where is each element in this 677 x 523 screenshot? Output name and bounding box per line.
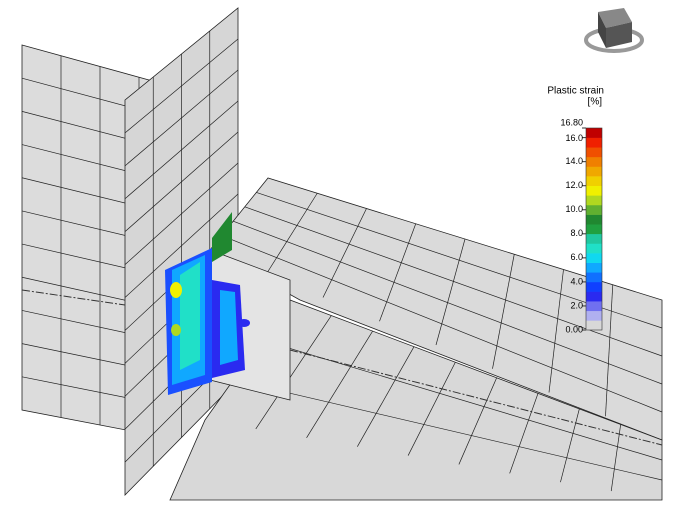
colorbar-band	[586, 263, 602, 273]
legend-title: Plastic strain	[547, 86, 604, 97]
colorbar-band	[586, 320, 602, 330]
colorbar-band	[586, 128, 602, 138]
tick-label: 2.0	[570, 300, 583, 310]
legend-unit: [%]	[588, 97, 603, 108]
fea-viewport: Plastic strain [%] 16.80 16.0 14.0 12.0 10.0…	[0, 0, 677, 523]
tick-label: 4.0	[570, 276, 583, 286]
tick-label: 14.0	[565, 156, 583, 166]
colorbar-band	[586, 195, 602, 205]
colorbar-band	[586, 224, 602, 234]
colorbar-band	[586, 215, 602, 225]
colorbar-band	[586, 253, 602, 263]
colorbar-band	[586, 147, 602, 157]
colorbar-band	[586, 205, 602, 215]
tick-label: 16.80	[560, 117, 583, 127]
colorbar-band	[586, 243, 602, 253]
colorbar-band	[586, 138, 602, 148]
colorbar-band	[586, 166, 602, 176]
colorbar-band	[586, 176, 602, 186]
tick-label: 8.0	[570, 228, 583, 238]
colorbar-band	[586, 292, 602, 302]
colorbar-band	[586, 282, 602, 292]
colorbar-band	[586, 157, 602, 167]
tick-label: 0.00	[565, 324, 583, 334]
colorbar-band	[586, 272, 602, 282]
view-cube[interactable]	[586, 8, 642, 51]
colorbar-band	[586, 311, 602, 321]
tick-label: 12.0	[565, 180, 583, 190]
tick-label: 6.0	[570, 252, 583, 262]
colorbar-band	[586, 234, 602, 244]
tick-label: 16.0	[565, 133, 583, 143]
colorbar-band	[586, 186, 602, 196]
colorbar-band	[586, 301, 602, 311]
tick-label: 10.0	[565, 204, 583, 214]
